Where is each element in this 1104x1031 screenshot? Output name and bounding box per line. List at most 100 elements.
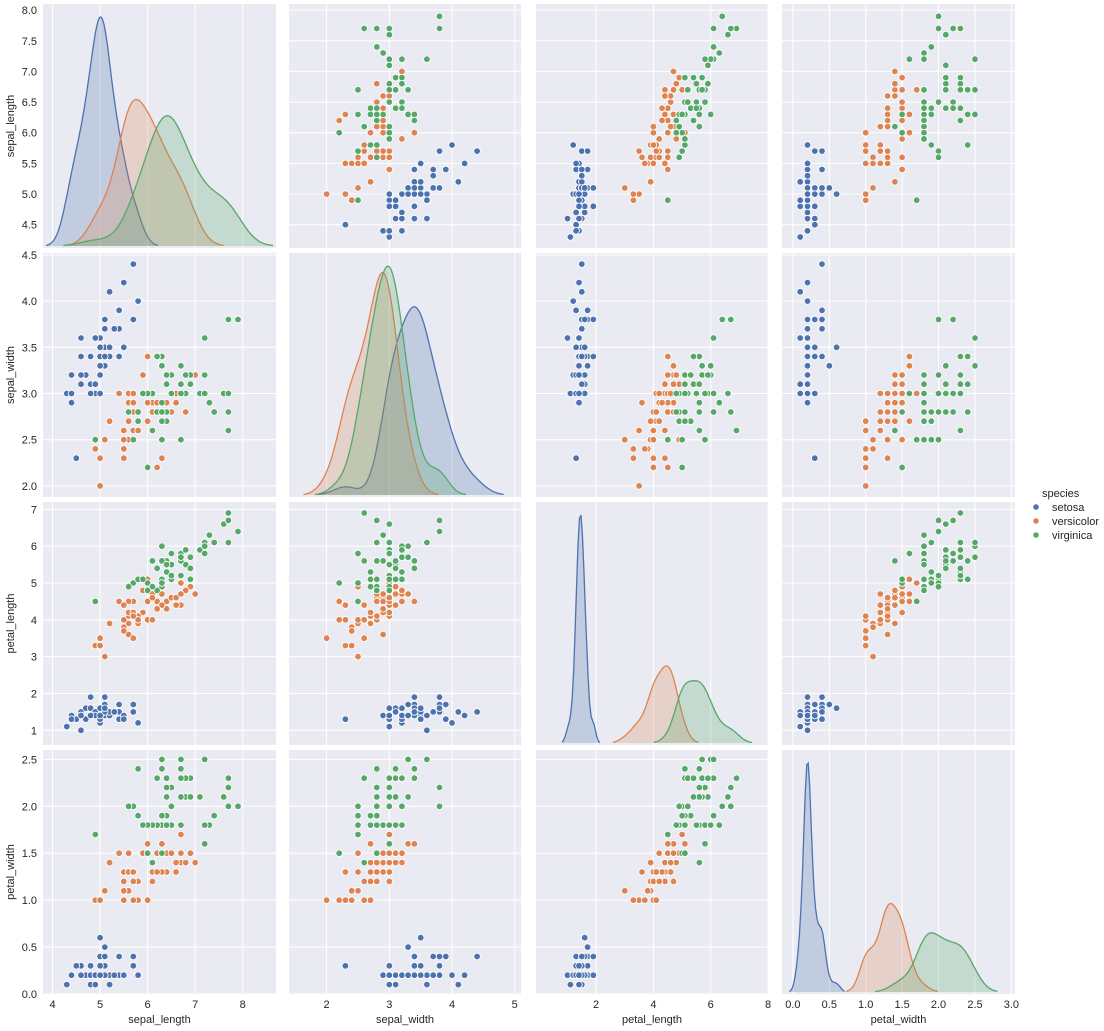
point-virginica [391, 557, 400, 565]
point-virginica [956, 116, 965, 125]
point-virginica [385, 135, 393, 143]
point-versicolor [172, 868, 180, 876]
point-setosa [417, 715, 425, 723]
point-versicolor [891, 619, 899, 628]
point-virginica [956, 86, 965, 94]
point-setosa [385, 962, 393, 970]
point-virginica [664, 830, 672, 839]
point-virginica [354, 549, 362, 558]
point-virginica [689, 352, 698, 361]
point-virginica [134, 812, 142, 820]
point-setosa [566, 233, 575, 241]
point-virginica [709, 812, 718, 820]
point-versicolor [638, 868, 646, 876]
point-setosa [101, 943, 109, 951]
point-setosa [391, 980, 400, 989]
point-setosa [404, 711, 412, 720]
point-virginica [385, 575, 393, 583]
point-versicolor [883, 408, 892, 416]
point-setosa [417, 159, 425, 168]
point-versicolor [158, 601, 166, 609]
point-virginica [898, 110, 906, 119]
point-virginica [709, 389, 718, 398]
point-virginica [681, 73, 689, 82]
point-virginica [186, 575, 195, 583]
panel-petal_width-vs-sepal_width [289, 750, 521, 995]
kde-fill-versicolor [612, 665, 699, 743]
point-setosa [86, 389, 95, 398]
x-axis-label: sepal_width [376, 1014, 434, 1026]
point-versicolor [172, 594, 180, 602]
point-versicolor [398, 858, 406, 867]
point-virginica [373, 783, 381, 792]
point-versicolor [891, 399, 899, 407]
point-virginica [91, 830, 99, 839]
point-versicolor [905, 590, 914, 598]
point-versicolor [891, 380, 899, 388]
point-versicolor [649, 436, 658, 444]
point-virginica [920, 549, 928, 558]
point-setosa [572, 454, 580, 462]
point-setosa [391, 214, 400, 223]
point-versicolor [148, 877, 157, 886]
point-virginica [385, 783, 393, 792]
point-virginica [129, 436, 137, 444]
point-versicolor [158, 454, 166, 462]
point-virginica [695, 122, 703, 131]
point-versicolor [862, 641, 870, 650]
point-virginica [354, 147, 362, 155]
point-versicolor [373, 858, 381, 867]
point-versicolor [621, 436, 629, 444]
point-setosa [72, 454, 80, 462]
point-versicolor [410, 597, 419, 606]
point-virginica [898, 463, 906, 472]
point-virginica [366, 821, 375, 829]
point-virginica [956, 571, 965, 580]
point-virginica [701, 55, 709, 63]
point-versicolor [876, 616, 884, 624]
point-versicolor [898, 371, 906, 379]
point-virginica [695, 380, 703, 388]
point-virginica [385, 802, 393, 810]
y-axis-label: sepal_width [5, 346, 17, 404]
point-virginica [373, 24, 381, 33]
point-versicolor [398, 597, 406, 606]
point-setosa [134, 297, 142, 305]
point-virginica [684, 86, 692, 94]
point-versicolor [876, 601, 884, 609]
point-versicolor [96, 896, 104, 904]
point-versicolor [172, 399, 180, 407]
point-virginica [398, 575, 406, 583]
panel-petal_width-vs-petal_width [782, 750, 1015, 994]
point-versicolor [905, 128, 914, 137]
point-versicolor [661, 426, 669, 435]
point-virginica [360, 858, 368, 867]
point-versicolor [669, 362, 678, 370]
point-setosa [818, 715, 826, 723]
point-setosa [473, 147, 481, 155]
point-virginica [934, 12, 943, 20]
point-setosa [110, 708, 118, 716]
point-setosa [460, 971, 469, 979]
x-tick-label: 4 [449, 999, 455, 1011]
point-versicolor [862, 445, 870, 453]
point-virginica [964, 141, 972, 149]
point-setosa [803, 208, 812, 217]
point-virginica [689, 774, 698, 782]
point-virginica [366, 575, 375, 583]
point-virginica [385, 128, 393, 137]
point-versicolor [379, 868, 387, 876]
point-versicolor [385, 92, 393, 100]
point-virginica [927, 104, 935, 112]
point-versicolor [869, 436, 877, 444]
point-virginica [373, 104, 381, 112]
point-setosa [129, 260, 137, 268]
point-setosa [803, 184, 812, 192]
point-setosa [129, 708, 137, 716]
point-virginica [964, 408, 972, 416]
kde-line-versicolor [303, 271, 439, 496]
point-virginica [410, 110, 419, 119]
point-versicolor [379, 122, 387, 131]
point-virginica [949, 104, 957, 112]
point-virginica [942, 408, 950, 416]
